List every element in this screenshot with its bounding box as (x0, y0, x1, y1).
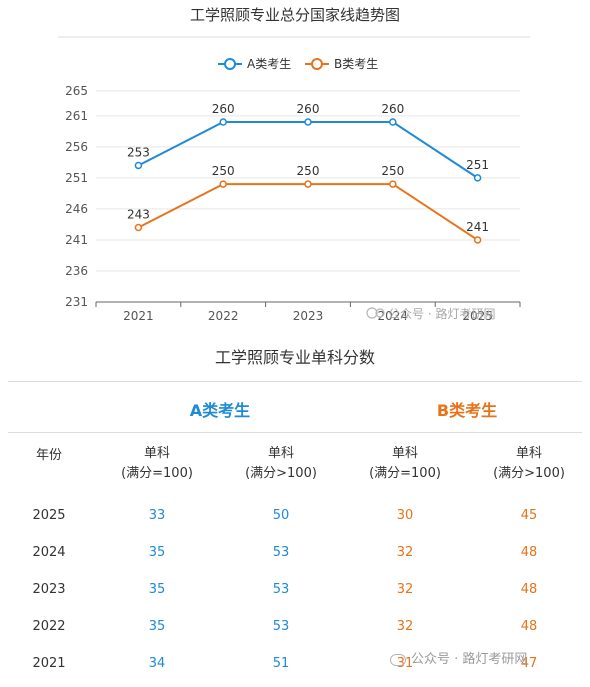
table-row: 2023 35 53 32 48 (0, 580, 590, 610)
table-watermark-text: 公众号 · 路灯考研网 (411, 652, 528, 667)
cell-year: 2025 (32, 508, 66, 523)
table-row: 2025 33 50 30 45 (0, 506, 590, 536)
data-label: 250 (297, 164, 320, 178)
x-tick-label: 2021 (123, 309, 154, 323)
data-point (473, 174, 482, 182)
header-a2: 单科 (满分>100) (236, 444, 326, 484)
data-point (219, 180, 227, 188)
table-watermark: 公众号 · 路灯考研网 (390, 648, 527, 667)
line-chart: 工学照顾专业总分国家线趋势图 A类考生 B类考生 2312362412462512… (58, 6, 530, 323)
header-b2: 单科 (满分>100) (484, 444, 574, 484)
x-tick-label: 2023 (293, 309, 324, 323)
chart-watermark-text: 公众号 · 路灯考研网 (388, 306, 495, 321)
y-tick-label: 251 (65, 171, 88, 185)
data-label: 260 (212, 102, 235, 116)
chart-watermark: 公众号 · 路灯考研网 (366, 306, 495, 321)
table-header-rule (8, 432, 582, 433)
cell-b1: 32 (396, 545, 414, 560)
cell-a2: 53 (272, 619, 290, 634)
cell-b2: 48 (520, 582, 538, 597)
data-point (473, 236, 482, 244)
y-tick-label: 265 (65, 84, 88, 98)
cell-b1: 30 (396, 508, 414, 523)
legend-marker (224, 58, 236, 70)
cell-b1: 32 (396, 582, 414, 597)
header-b2-line2: (满分>100) (493, 466, 565, 481)
data-label: 250 (381, 164, 404, 178)
data-label: 241 (466, 220, 489, 234)
x-tick-label: 2024 (378, 309, 409, 323)
y-tick-label: 256 (65, 140, 88, 154)
cell-a2: 51 (272, 656, 290, 671)
cell-b1: 32 (396, 619, 414, 634)
cell-a1: 33 (148, 508, 166, 523)
cell-a1: 35 (148, 582, 166, 597)
x-tick-label: 2022 (208, 309, 239, 323)
y-tick-label: 246 (65, 202, 88, 216)
data-label: 243 (127, 208, 150, 222)
data-point (389, 118, 397, 126)
cell-year: 2021 (32, 656, 66, 671)
data-point (389, 180, 397, 188)
y-axis: 231 236 241 246 251 256 261 265 (65, 84, 88, 309)
y-tick-label: 231 (65, 295, 88, 309)
header-a2-line2: (满分>100) (245, 466, 317, 481)
legend-label: B类考生 (334, 57, 378, 71)
header-year: 年份 (35, 448, 62, 463)
cell-b2: 48 (520, 545, 538, 560)
data-point (304, 180, 312, 188)
table-row: 2021 34 51 31 47 (0, 654, 590, 684)
data-label: 251 (466, 158, 489, 172)
cell-a1: 35 (148, 545, 166, 560)
data-point (134, 223, 143, 232)
cell-a2: 53 (272, 582, 290, 597)
cell-b2: 47 (520, 656, 538, 671)
x-tick-label: 2025 (462, 309, 493, 323)
y-tick-label: 261 (65, 109, 88, 123)
table-row: 2022 35 53 32 48 (0, 617, 590, 647)
legend-label: A类考生 (247, 57, 291, 71)
group-b-header: B类考生 (436, 401, 498, 420)
cell-a2: 50 (272, 508, 290, 523)
data-label: 250 (212, 164, 235, 178)
data-label: 253 (127, 145, 150, 159)
header-b1-line1: 单科 (391, 446, 418, 461)
series-line (137, 183, 479, 241)
data-point (304, 118, 312, 126)
header-a1-line1: 单科 (143, 446, 170, 461)
header-a2-line1: 单科 (267, 446, 294, 461)
header-b1-line2: (满分=100) (369, 466, 441, 481)
cell-a2: 53 (272, 545, 290, 560)
chart-legend: A类考生 B类考生 (218, 57, 378, 71)
cell-year: 2022 (32, 619, 66, 634)
data-point (134, 161, 143, 170)
header-a1: 单科 (满分=100) (112, 444, 202, 484)
header-b2-line1: 单科 (515, 446, 542, 461)
chart-title: 工学照顾专业总分国家线趋势图 (190, 6, 400, 24)
header-a1-line2: (满分=100) (121, 466, 193, 481)
data-label: 260 (381, 102, 404, 116)
chart-grid (96, 90, 520, 272)
table-row: 2024 35 53 32 48 (0, 543, 590, 573)
y-tick-label: 241 (65, 233, 88, 247)
data-point (219, 118, 227, 126)
chart-series: 253 260 260 260 251 243 250 250 250 241 (127, 102, 489, 244)
cell-a1: 34 (148, 656, 166, 671)
watermark-icon (390, 653, 406, 666)
cell-b2: 45 (520, 508, 538, 523)
table-title: 工学照顾专业单科分数 (214, 348, 375, 367)
data-label: 260 (297, 102, 320, 116)
y-tick-label: 236 (65, 264, 88, 278)
table-top-rule (8, 381, 582, 382)
group-a-header: A类考生 (189, 401, 251, 420)
legend-marker (311, 58, 323, 70)
cell-year: 2024 (32, 545, 66, 560)
cell-year: 2023 (32, 582, 66, 597)
x-axis: 2021 2022 2023 2024 2025 (95, 301, 521, 323)
header-b1: 单科 (满分=100) (360, 444, 450, 484)
cell-b2: 48 (520, 619, 538, 634)
cell-a1: 35 (148, 619, 166, 634)
